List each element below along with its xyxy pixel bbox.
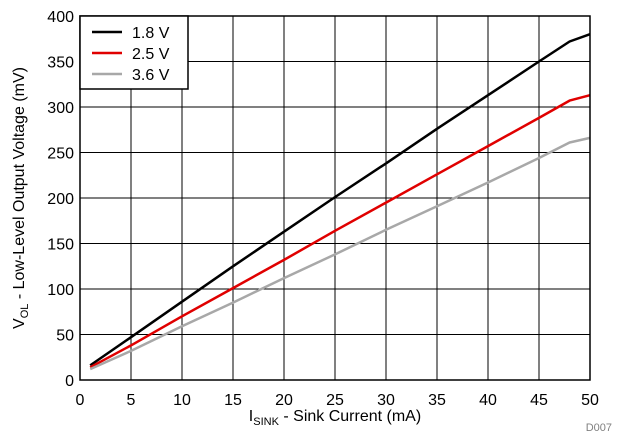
y-axis-label-main: V: [11, 318, 28, 329]
series-line-1-8-V: [89, 33, 591, 367]
series-line-2-5-V: [89, 93, 591, 369]
y-tick-label: 300: [47, 100, 74, 117]
y-axis-label: VOL - Low-Level Output Voltage (mV): [11, 67, 31, 329]
plot-frame: [79, 15, 591, 381]
y-tick-label: 0: [65, 373, 74, 390]
legend-label-2-5-V: 2.5 V: [132, 46, 170, 63]
x-tick-label: 30: [377, 392, 395, 409]
y-tick-label: 50: [56, 328, 74, 345]
legend-label-3-6-V: 3.6 V: [132, 67, 170, 84]
x-tick-label: 15: [224, 392, 242, 409]
y-axis-label-subscript: OL: [19, 304, 31, 319]
y-tick-label: 250: [47, 146, 74, 163]
x-axis-label-rest: - Sink Current (mA): [279, 408, 421, 425]
y-tick-label: 150: [47, 237, 74, 254]
y-tick-label: 200: [47, 191, 74, 208]
y-tick-labels: 0 50 100 150 200 250 300 350 400: [47, 9, 74, 390]
x-axis-label-main: I: [249, 408, 253, 425]
series-line-3-6-V: [89, 136, 591, 371]
x-axis-label-subscript: SINK: [253, 416, 279, 428]
x-tick-label: 20: [275, 392, 293, 409]
x-tick-labels: 0 5 10 15 20 25 30 35 40 45 50: [76, 392, 599, 409]
series-lines: [89, 33, 591, 371]
x-axis-label: ISINK - Sink Current (mA): [249, 408, 421, 428]
x-tick-label: 10: [173, 392, 191, 409]
y-tick-label: 100: [47, 282, 74, 299]
x-tick-label: 25: [326, 392, 344, 409]
x-tick-label: 0: [76, 392, 85, 409]
x-tick-label: 5: [127, 392, 136, 409]
y-axis-label-rest: - Low-Level Output Voltage (mV): [11, 67, 28, 304]
x-tick-label: 50: [581, 392, 599, 409]
legend: 1.8 V 2.5 V 3.6 V: [79, 15, 189, 90]
y-tick-label: 400: [47, 9, 74, 26]
y-tick-label: 350: [47, 55, 74, 72]
x-tick-label: 40: [479, 392, 497, 409]
x-tick-label: 35: [428, 392, 446, 409]
x-tick-label: 45: [530, 392, 548, 409]
legend-label-1-8-V: 1.8 V: [132, 25, 170, 42]
figure-id: D007: [586, 422, 612, 434]
